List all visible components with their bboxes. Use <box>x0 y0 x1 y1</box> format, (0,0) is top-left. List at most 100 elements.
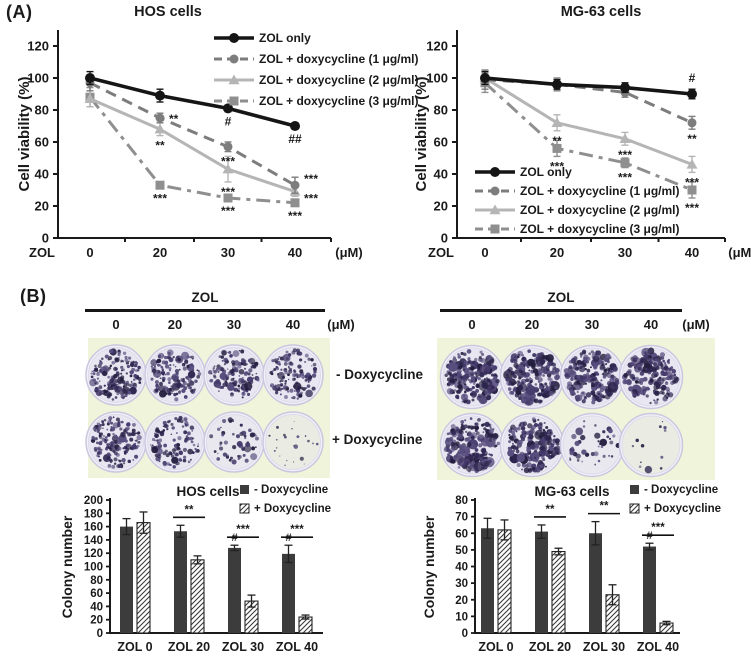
svg-text:#: # <box>231 532 237 544</box>
dish-MG-63-r1-c1 <box>499 412 565 478</box>
zol-treatment-header-right: ZOL <box>547 290 575 305</box>
concentration-label: 0 <box>112 317 120 332</box>
zol-header-rule-right <box>440 309 682 312</box>
svg-text:***: *** <box>153 191 167 205</box>
legend-hos-colony: - Doxycycline + Doxycycline <box>239 484 331 515</box>
svg-text:***: *** <box>685 175 699 189</box>
plot-mg63-viability: MG-63 cells020406080100120ZOL0203040(μM)… <box>413 4 751 260</box>
svg-text:ZOL: ZOL <box>428 245 454 260</box>
svg-text:80: 80 <box>35 103 49 118</box>
series-0: # <box>480 70 697 100</box>
svg-text:HOS cells: HOS cells <box>134 4 202 20</box>
svg-text:***: *** <box>290 524 304 536</box>
svg-text:40: 40 <box>455 562 468 574</box>
svg-text:ZOL 20: ZOL 20 <box>168 640 210 654</box>
svg-text:ZOL + doxycycline (3 μg/ml): ZOL + doxycycline (3 μg/ml) <box>520 222 680 236</box>
svg-text:140: 140 <box>84 535 103 547</box>
svg-text:ZOL 0: ZOL 0 <box>478 640 513 654</box>
legend-mg63-colony: - Doxycycline + Doxycycline <box>629 484 721 515</box>
svg-text:40: 40 <box>434 167 448 182</box>
svg-text:(μM): (μM) <box>335 245 362 260</box>
svg-text:***: *** <box>288 209 302 223</box>
svg-text:- Doxycycline: - Doxycycline <box>644 484 718 496</box>
svg-text:ZOL + doxycycline (2 μg/ml): ZOL + doxycycline (2 μg/ml) <box>259 73 419 87</box>
svg-text:- Doxycycline: - Doxycycline <box>254 484 328 496</box>
svg-text:10: 10 <box>455 611 468 623</box>
dish-HOS-r0-c1 <box>144 344 206 406</box>
svg-text:**: ** <box>185 504 194 516</box>
svg-text:0: 0 <box>86 245 93 260</box>
svg-text:***: *** <box>651 522 665 534</box>
dish-HOS-r1-c1 <box>144 411 206 473</box>
svg-text:100: 100 <box>27 71 49 86</box>
svg-text:ZOL 30: ZOL 30 <box>583 640 625 654</box>
svg-text:ZOL 40: ZOL 40 <box>637 640 679 654</box>
mg63-colony-chart: MG-63 cells 0 10 20 30 40 50 60 70 80 Colony numbe… <box>421 484 721 654</box>
svg-text:200: 200 <box>84 495 103 507</box>
svg-text:ZOL only: ZOL only <box>520 165 572 179</box>
plot-mg63-colony: MG-63 cells 0 10 20 30 40 50 60 70 80 Colony numbe… <box>421 484 680 654</box>
svg-text:**: ** <box>552 134 562 148</box>
dish-MG-63-r0-c0 <box>439 344 505 410</box>
unit-label: (μM) <box>682 317 710 332</box>
svg-text:Colony number: Colony number <box>59 515 75 618</box>
svg-text:100: 100 <box>84 562 103 574</box>
mg63-colony-dishes <box>437 338 715 480</box>
svg-text:50: 50 <box>455 545 468 557</box>
svg-text:#: # <box>646 530 652 542</box>
svg-text:**: ** <box>546 504 555 516</box>
svg-text:20: 20 <box>455 595 468 607</box>
svg-text:40: 40 <box>35 167 49 182</box>
svg-text:#: # <box>225 115 232 129</box>
svg-text:20: 20 <box>90 615 103 627</box>
svg-text:80: 80 <box>434 103 448 118</box>
svg-text:ZOL + doxycycline (1 μg/ml): ZOL + doxycycline (1 μg/ml) <box>259 52 419 66</box>
unit-label: (μM) <box>327 317 355 332</box>
svg-text:***: *** <box>304 192 318 206</box>
mg63-viability-chart: MG-63 cells020406080100120ZOL0203040(μM)… <box>413 4 751 260</box>
svg-text:***: *** <box>685 201 699 215</box>
series-0: ### <box>85 70 302 146</box>
dish-HOS-r0-c3 <box>262 344 324 406</box>
svg-text:180: 180 <box>84 508 103 520</box>
svg-text:120: 120 <box>426 39 448 54</box>
dish-HOS-r1-c3 <box>262 411 324 473</box>
svg-text:20: 20 <box>434 199 448 214</box>
dish-HOS-r1-c0 <box>85 411 147 473</box>
svg-text:0: 0 <box>462 628 468 640</box>
svg-text:80: 80 <box>90 575 103 587</box>
svg-text:**: ** <box>155 139 165 153</box>
svg-text:MG-63 cells: MG-63 cells <box>561 4 642 20</box>
svg-text:60: 60 <box>35 135 49 150</box>
panel-b-label: (B) <box>20 286 47 306</box>
concentration-label: 20 <box>524 317 540 332</box>
svg-text:MG-63 cells: MG-63 cells <box>534 484 609 499</box>
svg-text:***: *** <box>618 148 632 162</box>
svg-text:***: *** <box>221 155 235 169</box>
legend-hos-viability: ZOL only ZOL + doxycycline (1 μg/ml) ZOL +… <box>214 31 419 108</box>
plus-doxycycline-label: + Doxycycline <box>332 432 423 447</box>
svg-text:40: 40 <box>288 245 302 260</box>
svg-text:160: 160 <box>84 522 103 534</box>
dish-MG-63-r1-c3 <box>618 412 684 478</box>
svg-text:**: ** <box>169 112 179 126</box>
svg-text:30: 30 <box>455 578 468 590</box>
svg-text:#: # <box>285 532 291 544</box>
svg-text:ZOL 20: ZOL 20 <box>529 640 571 654</box>
svg-text:ZOL + doxycycline (1 μg/ml): ZOL + doxycycline (1 μg/ml) <box>520 184 680 198</box>
svg-text:**: ** <box>600 501 609 513</box>
svg-text:***: *** <box>618 171 632 185</box>
concentration-label: 40 <box>643 317 659 332</box>
svg-text:120: 120 <box>84 548 103 560</box>
svg-text:20: 20 <box>153 245 167 260</box>
svg-text:ZOL + doxycycline (3 μg/ml): ZOL + doxycycline (3 μg/ml) <box>259 94 419 108</box>
series-1: ******** <box>85 74 318 194</box>
zol-treatment-header-left: ZOL <box>191 290 219 305</box>
svg-text:+ Doxycycline: + Doxycycline <box>644 503 721 515</box>
svg-text:60: 60 <box>434 135 448 150</box>
